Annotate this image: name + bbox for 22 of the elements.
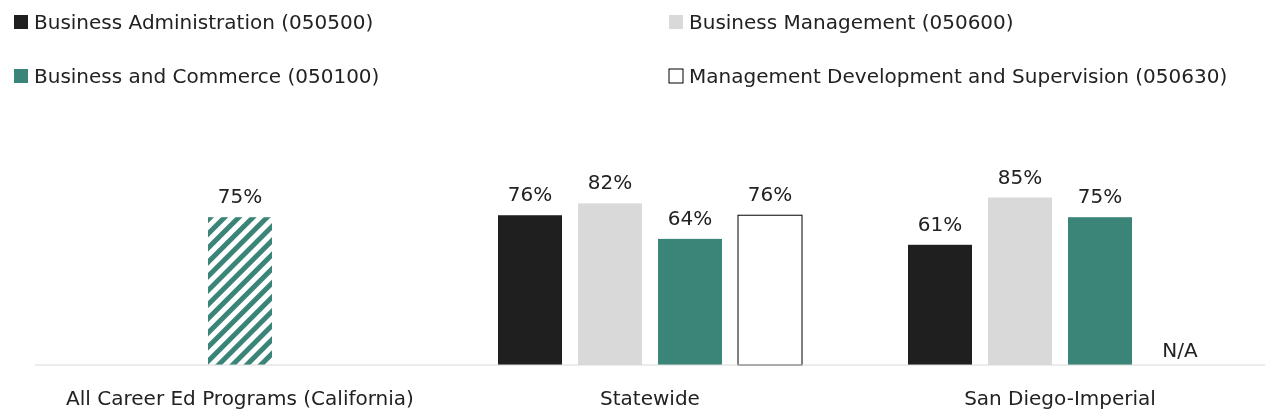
data-label: 76% [747, 182, 793, 207]
data-label: 61% [917, 211, 963, 236]
data-label: 82% [587, 170, 633, 195]
data-label: 85% [997, 164, 1043, 189]
data-label: 76% [507, 182, 553, 207]
legend-label: Business Management (050600) [689, 10, 1014, 34]
text: N/A [1162, 338, 1198, 362]
bar [908, 244, 972, 365]
data-label: 75% [1077, 184, 1123, 209]
bar [1068, 217, 1132, 365]
bar [737, 214, 803, 366]
x-tick-label: San Diego-Imperial [964, 386, 1156, 410]
legend-label: Management Development and Supervision (050630) [689, 64, 1228, 88]
x-tick-label: All Career Ed Programs (California) [66, 386, 414, 410]
data-label: 75% [217, 184, 263, 209]
bar [208, 217, 272, 365]
legend-label: Business Administration (050500) [34, 10, 374, 34]
bar [658, 238, 722, 365]
data-label: 64% [667, 205, 713, 230]
bar [498, 215, 562, 365]
legend-label: Business and Commerce (050100) [34, 64, 380, 88]
x-tick-label: Statewide [600, 386, 700, 410]
